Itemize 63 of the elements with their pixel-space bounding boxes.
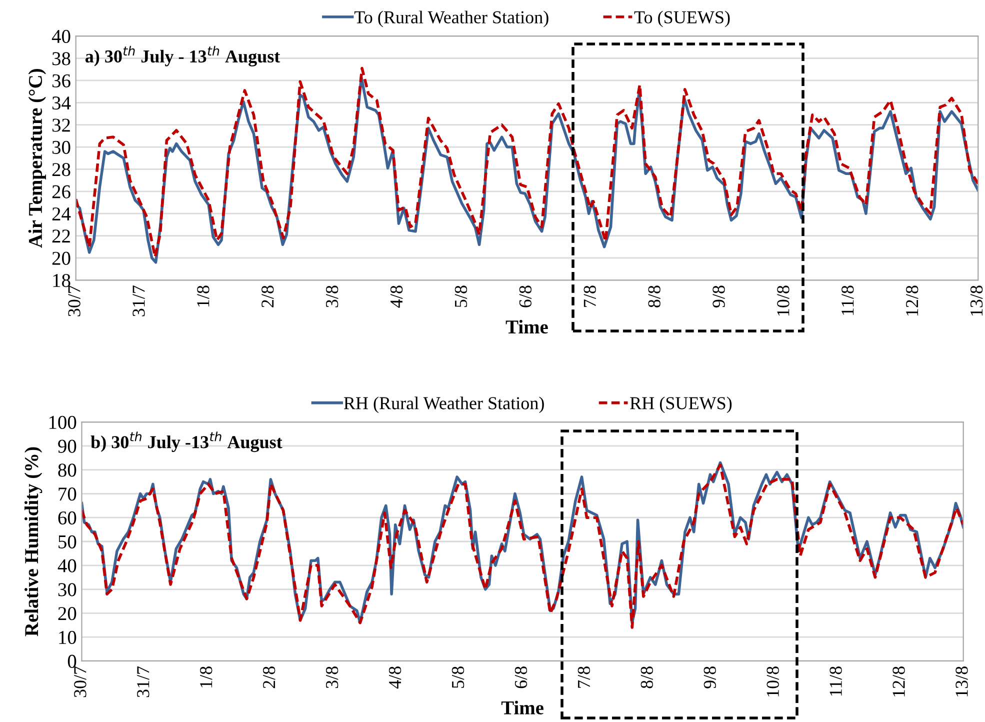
x-tick-label: 30/7: [68, 286, 80, 316]
y-tick-label: 60: [58, 511, 76, 525]
x-axis-title: Time: [501, 700, 544, 714]
x-tick-label: 12/8: [906, 286, 918, 316]
x-tick-label: 2/8: [262, 286, 274, 308]
legend-label: To (Rural Weather Station): [354, 10, 548, 28]
x-tick-label: 10/8: [777, 286, 790, 316]
x-tick-label: 4/8: [390, 286, 403, 308]
y-axis-title: Air Temperature (°C): [28, 69, 46, 248]
x-tick-label: 9/8: [704, 666, 716, 688]
y-tick-label: 0: [68, 654, 76, 668]
y-tick-label: 22: [52, 230, 70, 243]
x-tick-label: 5/8: [452, 666, 464, 688]
x-tick-label: 13/8: [970, 286, 983, 316]
y-tick-label: 40: [58, 559, 76, 572]
x-tick-label: 1/8: [197, 286, 210, 306]
y-tick-label: 30: [52, 140, 70, 154]
y-tick-label: 20: [58, 607, 76, 620]
y-tick-label: 38: [52, 52, 70, 66]
y-tick-label: 24: [52, 207, 71, 220]
y-tick-label: 26: [52, 185, 70, 198]
x-tick-label: 31/7: [132, 286, 145, 316]
x-tick-label: 3/8: [326, 666, 338, 688]
x-tick-label: 13/8: [956, 666, 968, 696]
x-tick-label: 7/8: [584, 286, 596, 307]
y-tick-label: 70: [58, 488, 76, 501]
text: b) 30$^{th}$ July -13$^{th}$ August: [90, 432, 282, 452]
legend-label: RH (SUEWS): [630, 396, 732, 413]
x-axis-title: Time: [506, 320, 548, 334]
x-tick-label: 8/8: [648, 286, 660, 308]
y-tick-label: 50: [58, 535, 76, 548]
y-tick-label: 32: [52, 118, 70, 132]
y-tick-label: 90: [58, 440, 76, 453]
x-tick-label: 2/8: [263, 666, 276, 688]
x-tick-label: 6/8: [519, 286, 532, 308]
x-tick-label: 10/8: [766, 666, 779, 696]
y-tick-label: 100: [49, 416, 76, 429]
x-tick-label: 12/8: [892, 666, 905, 696]
y-tick-label: 36: [52, 74, 70, 88]
y-axis-title: Relative Humidity (%): [24, 447, 42, 636]
x-tick-label: 1/8: [200, 666, 212, 688]
legend-label: RH (Rural Weather Station): [344, 396, 544, 413]
y-tick-label: 10: [59, 630, 76, 644]
x-tick-label: 31/7: [137, 666, 150, 698]
legend-label: To (SUEWS): [634, 10, 730, 28]
y-tick-label: 30: [58, 583, 76, 596]
x-tick-label: 11/8: [842, 286, 854, 315]
y-tick-label: 40: [52, 30, 70, 44]
x-tick-label: 9/8: [712, 286, 725, 308]
y-tick-label: 20: [52, 252, 70, 265]
x-tick-label: 6/8: [514, 666, 528, 688]
y-tick-label: 28: [52, 163, 70, 176]
x-tick-label: 5/8: [454, 286, 468, 308]
x-tick-label: 3/8: [326, 286, 338, 308]
x-tick-label: 8/8: [640, 666, 653, 688]
x-tick-label: 11/8: [830, 666, 842, 696]
x-tick-label: 7/8: [578, 666, 590, 688]
x-tick-label: 4/8: [388, 666, 402, 689]
x-tick-label: 30/7: [74, 666, 86, 698]
y-tick-label: 34: [52, 96, 71, 110]
y-tick-label: 80: [58, 464, 76, 477]
y-tick-label: 18: [53, 274, 70, 288]
text: a) 30$^{th}$ July - 13$^{th}$ August: [85, 46, 280, 66]
